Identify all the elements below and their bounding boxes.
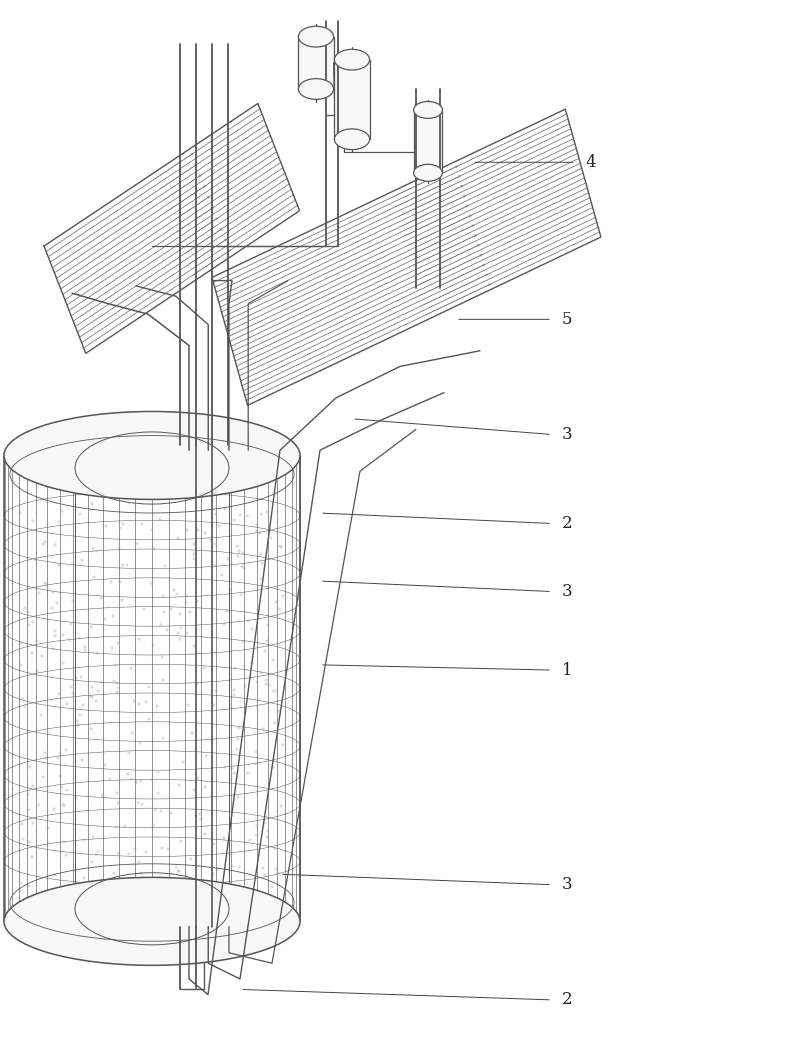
Ellipse shape <box>4 877 300 965</box>
Text: 2: 2 <box>562 992 572 1008</box>
Text: 3: 3 <box>562 876 572 893</box>
Text: 1: 1 <box>562 662 572 678</box>
Text: 3: 3 <box>562 426 572 443</box>
Text: 3: 3 <box>562 583 572 600</box>
Ellipse shape <box>4 411 300 499</box>
Text: 2: 2 <box>562 515 572 532</box>
Ellipse shape <box>298 79 334 99</box>
Bar <box>414 110 442 173</box>
Ellipse shape <box>298 26 334 47</box>
Text: 5: 5 <box>562 311 572 328</box>
Text: 4: 4 <box>586 154 596 171</box>
Ellipse shape <box>334 49 370 70</box>
Ellipse shape <box>334 129 370 150</box>
Bar <box>334 60 370 139</box>
Bar <box>298 37 334 89</box>
Ellipse shape <box>414 102 442 118</box>
Ellipse shape <box>414 164 442 181</box>
